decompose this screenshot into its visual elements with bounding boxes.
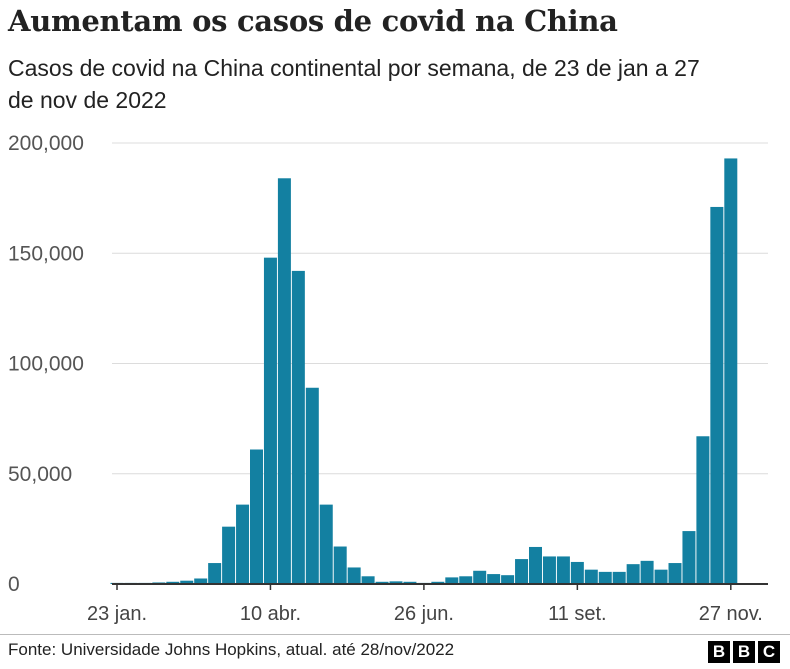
x-tick-label: 27 nov. [699,603,763,625]
bar [626,564,640,584]
bar [501,575,515,584]
bar [640,560,654,584]
bar [361,576,375,584]
bar [724,158,738,584]
bar [556,556,570,584]
y-tick-label: 200,000 [8,132,84,155]
bar [682,531,696,584]
bar [515,559,529,584]
bar [584,569,598,584]
bar [696,436,710,584]
bar [277,178,291,584]
bar [250,449,263,584]
bar [487,574,501,584]
bar [431,581,445,584]
bar [305,387,319,584]
bar [375,581,389,584]
bar [668,563,682,584]
bar [710,206,724,584]
bar [403,581,417,584]
source-note: Fonte: Universidade Johns Hopkins, atual… [8,640,455,659]
footer-divider [0,634,790,635]
bar [319,504,333,584]
bar [208,563,222,584]
x-tick-label: 11 set. [548,603,607,625]
y-tick-label: 150,000 [8,242,84,265]
bar [236,504,250,584]
bar [194,578,208,584]
bar [389,581,403,584]
bar [291,270,305,584]
x-tick-label: 26 jun. [394,603,454,625]
x-tick-label: 23 jan. [87,603,147,625]
bar [222,526,236,584]
bar [598,571,612,584]
bar [180,580,194,584]
x-tick-label: 10 abr. [240,603,301,625]
bar [459,576,473,584]
bar [333,546,347,584]
y-tick-label: 50,000 [8,463,72,486]
bar [529,546,542,584]
bar [263,257,277,584]
bar [570,561,584,584]
bar [166,581,180,584]
bar [473,570,487,584]
bar [654,569,668,584]
chart-title: Aumentam os casos de covid na China [8,4,618,38]
y-tick-label: 0 [8,573,20,596]
chart-subtitle: Casos de covid na China continental por … [8,55,700,113]
bar [612,571,626,584]
y-tick-label: 100,000 [8,353,84,376]
bar-chart: 0 50,000 100,000 150,000 200,000 23 jan. 10 ab… [8,132,768,625]
bar [542,556,556,584]
bar [347,567,361,584]
bar [445,577,459,584]
